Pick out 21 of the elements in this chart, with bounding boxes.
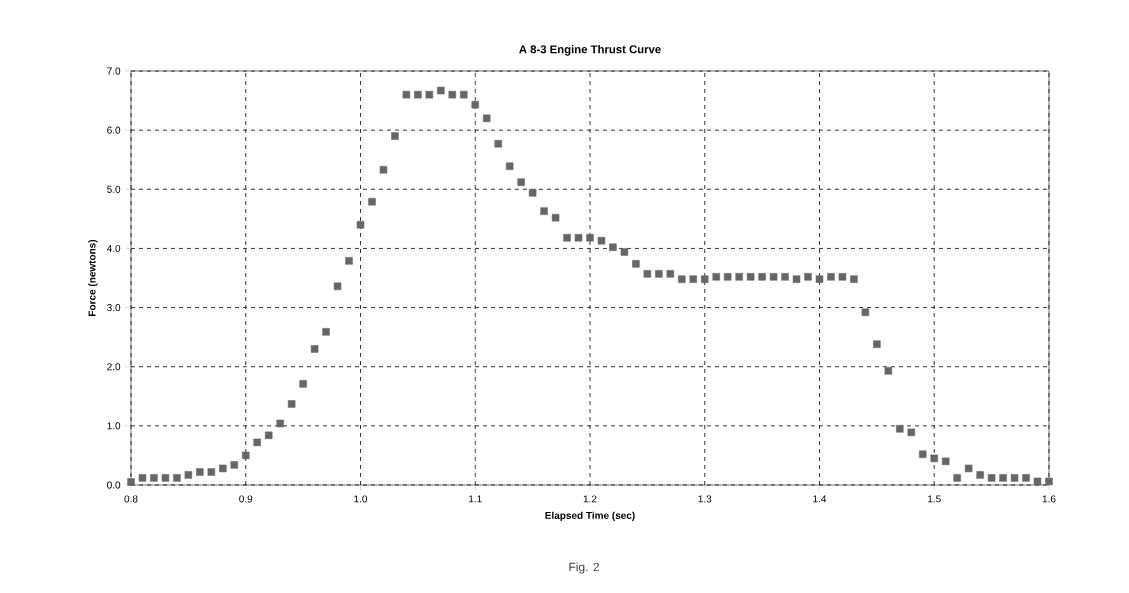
x-tick-label: 0.9	[239, 495, 253, 503]
x-tick-label: 1.0	[354, 495, 368, 503]
x-tick-label: 1.1	[469, 495, 482, 503]
x-axis-title: Elapsed Time (sec)	[545, 511, 635, 521]
caption: Fig. 2	[569, 562, 599, 574]
x-tick-label: 1.2	[583, 495, 597, 503]
y-tick-label: 3.0	[107, 304, 121, 312]
y-tick-label: 2.0	[107, 363, 121, 371]
y-tick-label: 6.0	[107, 126, 121, 134]
x-tick-label: 0.8	[124, 495, 138, 503]
x-tick-label: 1.4	[813, 495, 827, 503]
x-tick-label: 1.3	[698, 495, 712, 503]
x-tick-label: 1.6	[1042, 495, 1056, 503]
y-tick-label: 4.0	[106, 244, 121, 252]
y-tick-label: 5.0	[107, 185, 121, 193]
y-axis-title: Force (newtons)	[88, 239, 98, 316]
y-tick-label: 1.0	[107, 422, 121, 430]
y-tick-label: 7.0	[107, 67, 121, 75]
x-tick-label: 1.5	[928, 495, 941, 503]
chart-title: A 8-3 Engine Thrust Curve	[519, 45, 661, 56]
y-tick-label: 0.0	[107, 481, 121, 489]
